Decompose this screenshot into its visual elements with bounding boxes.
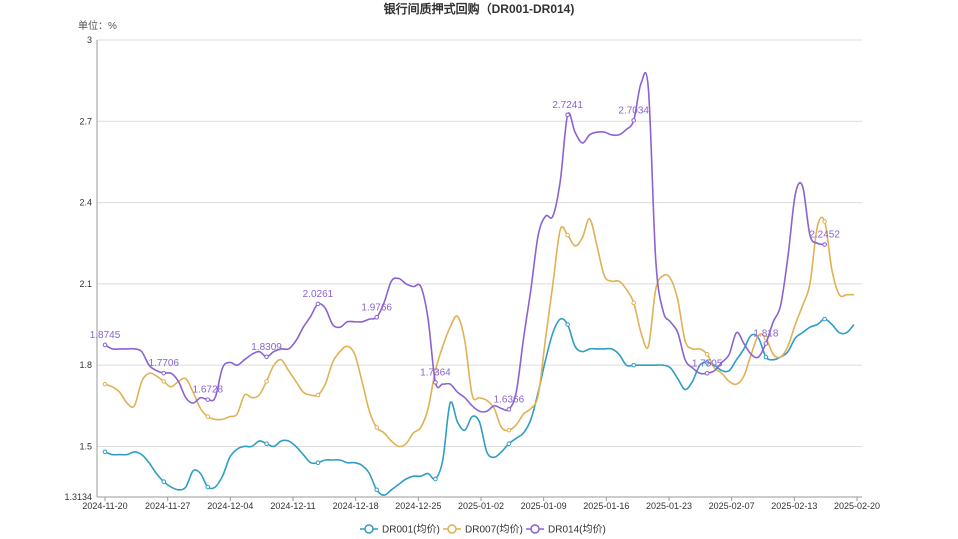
data-label: 2.7034 <box>618 105 649 116</box>
y-tick-label: 2.7 <box>79 116 92 126</box>
grid <box>96 39 862 498</box>
data-point <box>631 118 637 123</box>
y-axis: 1.3134 1.5 1.8 2.1 2.4 2.7 3 <box>64 35 92 502</box>
data-point <box>264 441 269 447</box>
data-point <box>506 407 512 412</box>
data-point <box>763 341 769 346</box>
x-axis: 2024-11-20 2024-11-27 2024-12-04 2024-12-11… <box>82 497 880 511</box>
data-point <box>374 487 379 493</box>
data-point <box>822 316 827 322</box>
legend-label-1: DR001(均价) <box>382 524 440 536</box>
data-point <box>205 414 211 419</box>
data-point <box>822 219 827 224</box>
data-point <box>565 112 570 118</box>
data-label: 1.8745 <box>90 330 121 341</box>
data-point <box>102 342 108 348</box>
data-label: 1.9766 <box>361 302 392 313</box>
data-label: 2.7241 <box>552 100 583 111</box>
data-point <box>205 484 211 490</box>
data-point <box>315 392 321 398</box>
data-point <box>565 322 570 327</box>
x-tick-label: 2024-12-11 <box>270 501 315 511</box>
x-tick-label: 2025-01-02 <box>458 501 504 511</box>
x-tick-label: 2024-11-27 <box>145 501 190 511</box>
data-label: 1.8309 <box>251 342 282 353</box>
data-point <box>565 232 570 238</box>
data-point <box>102 449 108 455</box>
y-tick-label: 1.3134 <box>64 492 92 502</box>
data-point <box>631 362 637 368</box>
series-line-2 <box>104 216 854 448</box>
x-tick-label: 2025-01-23 <box>646 501 692 511</box>
data-point <box>704 370 710 376</box>
series-line-3 <box>104 71 825 413</box>
data-point <box>161 379 167 384</box>
legend[interactable]: DR001(均价) DR007(均价) DR014(均价) <box>360 524 606 536</box>
data-labels: 1.8745 1.7706 1.6728 1.8309 2.0261 1.9766 1.73… <box>90 100 841 406</box>
x-tick-label: 2025-01-16 <box>583 501 629 511</box>
data-point <box>161 370 167 376</box>
data-point <box>102 381 108 387</box>
legend-label-3: DR014(均价) <box>548 524 606 536</box>
series-lines <box>102 71 855 497</box>
y-tick-label: 3 <box>87 35 92 45</box>
x-tick-label: 2025-02-13 <box>771 501 817 511</box>
x-tick-label: 2024-12-25 <box>395 501 441 511</box>
y-tick-label: 1.5 <box>79 441 92 451</box>
data-point <box>315 301 321 307</box>
data-point <box>704 352 710 357</box>
unit-label: 单位：% <box>78 19 117 32</box>
data-point <box>315 460 321 465</box>
data-point <box>433 476 438 482</box>
data-point <box>822 242 827 247</box>
data-point <box>205 397 211 402</box>
legend-label-2: DR007(均价) <box>465 524 523 536</box>
x-tick-label: 2025-02-20 <box>834 501 880 511</box>
data-point <box>264 354 269 360</box>
x-tick-label: 2025-02-07 <box>709 501 755 511</box>
data-point <box>704 360 710 365</box>
legend-marker-1 <box>364 524 374 534</box>
data-label: 1.7364 <box>420 367 451 378</box>
data-point <box>433 380 438 385</box>
x-tick-label: 2025-01-09 <box>521 501 567 511</box>
data-label: 1.6728 <box>193 385 224 396</box>
data-label: 2.0261 <box>303 289 334 300</box>
data-label: 1.6366 <box>494 394 525 405</box>
data-point <box>161 479 167 484</box>
data-label: 1.7706 <box>148 358 179 369</box>
x-tick-label: 2024-12-18 <box>333 501 379 511</box>
data-point <box>374 314 379 320</box>
data-point <box>506 441 512 447</box>
data-label: 2.2452 <box>809 230 840 241</box>
data-label: 1.7505 <box>692 358 723 369</box>
data-point <box>264 379 269 384</box>
chart-title: 银行间质押式回购（DR001-DR014) <box>384 1 575 16</box>
y-tick-label: 2.1 <box>79 279 92 289</box>
data-label: 1.818 <box>753 328 778 339</box>
y-tick-label: 1.8 <box>79 360 92 370</box>
y-tick-label: 2.4 <box>79 198 92 208</box>
data-point <box>763 354 769 360</box>
x-tick-label: 2024-12-04 <box>207 501 253 511</box>
x-tick-label: 2024-11-20 <box>82 501 127 511</box>
data-point <box>631 300 637 306</box>
data-point <box>374 425 379 430</box>
legend-marker-2 <box>447 524 457 534</box>
legend-marker-3 <box>530 524 540 534</box>
data-point <box>506 427 512 433</box>
series-line-1 <box>104 317 855 497</box>
